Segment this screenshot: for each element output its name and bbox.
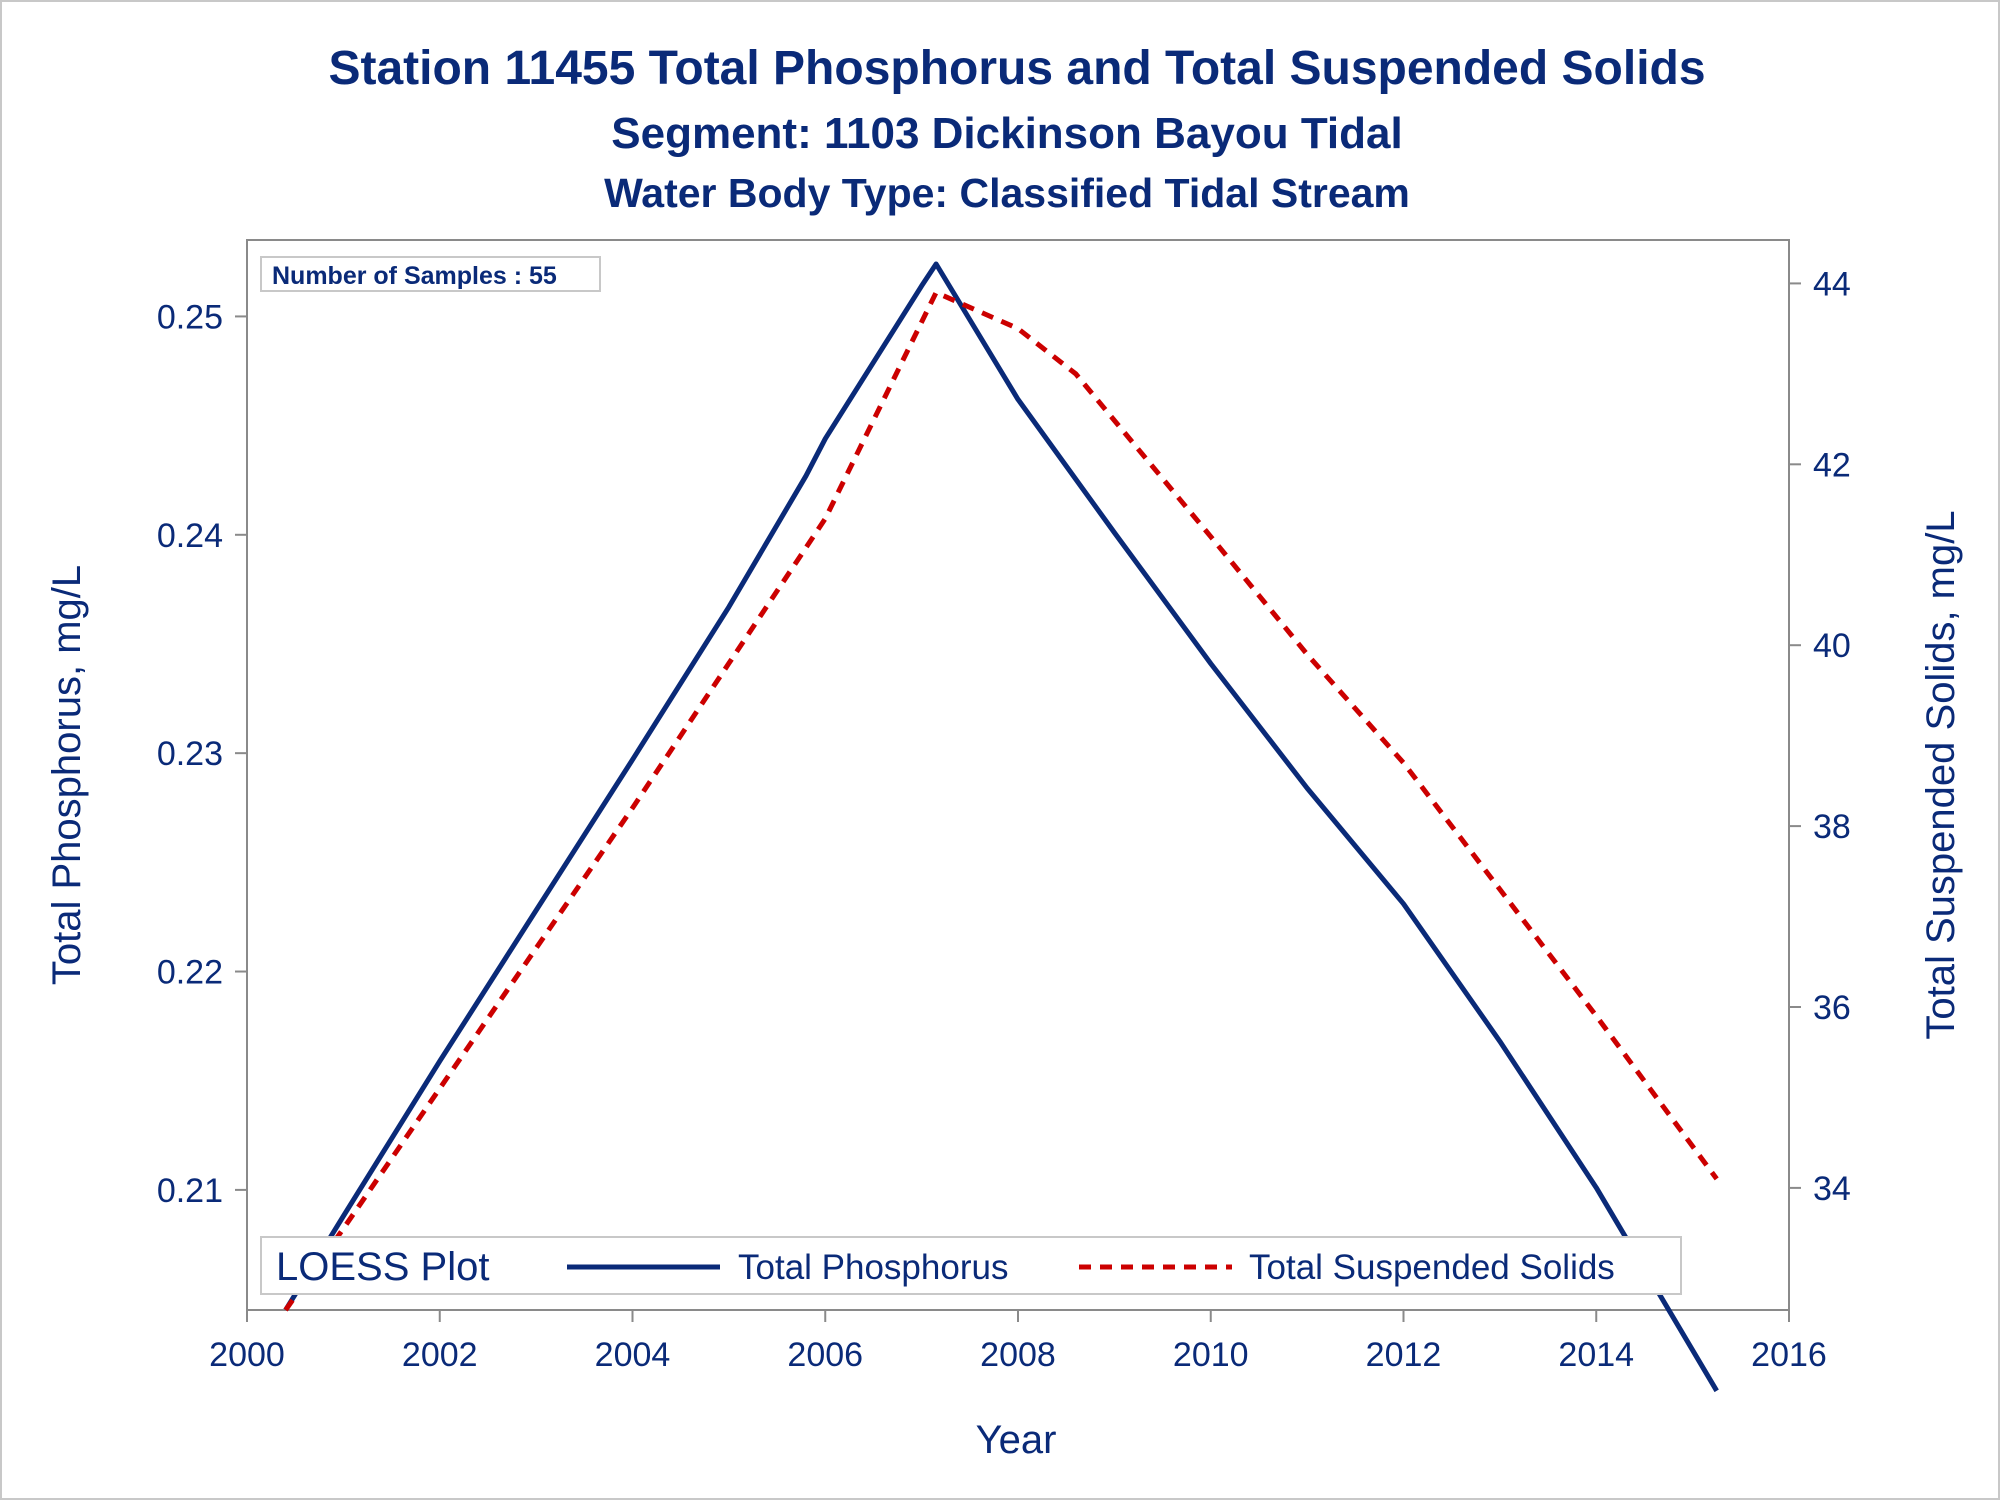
chart-subtitle-2: Water Body Type: Classified Tidal Stream (604, 170, 1410, 216)
y-axis-right: 34 36 38 40 42 44 (1789, 265, 1851, 1208)
sample-count-box: Number of Samples : 55 (260, 256, 601, 292)
x-tick-label: 2002 (402, 1336, 478, 1374)
y-left-tick-label: 0.24 (157, 517, 223, 555)
y-right-tick-label: 34 (1813, 1170, 1851, 1208)
x-tick-label: 2010 (1173, 1336, 1249, 1374)
y-right-tick-label: 40 (1813, 627, 1851, 665)
y-axis-left-label: Total Phosphorus, mg/L (45, 565, 89, 985)
x-tick-label: 2008 (980, 1336, 1056, 1374)
y-right-tick-label: 44 (1813, 265, 1851, 303)
series-layer (283, 261, 1719, 1393)
legend-title: LOESS Plot (276, 1245, 489, 1289)
x-tick-label: 2006 (787, 1336, 863, 1374)
series-line-total-phosphorus (283, 261, 1719, 1393)
x-tick-label: 2012 (1366, 1336, 1442, 1374)
y-right-tick-label: 38 (1813, 808, 1851, 846)
legend: LOESS Plot Total Phosphorus Total Suspen… (260, 1236, 1682, 1295)
y-left-tick-label: 0.22 (157, 954, 223, 992)
x-tick-label: 2000 (209, 1336, 285, 1374)
x-tick-label: 2014 (1558, 1336, 1634, 1374)
y-left-tick-label: 0.21 (157, 1172, 223, 1210)
x-axis: 2000 2002 2004 2006 2008 2010 2012 2014 2016 (209, 1310, 1827, 1374)
legend-frame (260, 1236, 1682, 1295)
sample-count-frame (260, 256, 601, 292)
x-tick-label: 2016 (1751, 1336, 1827, 1374)
chart-subtitle: Segment: 1103 Dickinson Bayou Tidal (611, 109, 1402, 158)
y-right-tick-label: 36 (1813, 989, 1851, 1027)
sample-count-text: Number of Samples : 55 (272, 262, 557, 290)
x-axis-label: Year (976, 1418, 1057, 1462)
y-axis-right-label: Total Suspended Solids, mg/L (1919, 510, 1963, 1039)
y-right-tick-label: 42 (1813, 446, 1851, 484)
y-left-tick-label: 0.25 (157, 298, 223, 336)
y-axis-left: 0.21 0.22 0.23 0.24 0.25 (157, 298, 247, 1210)
series-line-total-suspended-solids (283, 290, 1719, 1312)
legend-label-total-phosphorus: Total Phosphorus (738, 1248, 1008, 1287)
chart-title: Station 11455 Total Phosphorus and Total… (328, 42, 1705, 95)
x-tick-label: 2004 (595, 1336, 671, 1374)
legend-label-total-suspended-solids: Total Suspended Solids (1249, 1248, 1615, 1287)
y-left-tick-label: 0.23 (157, 735, 223, 773)
